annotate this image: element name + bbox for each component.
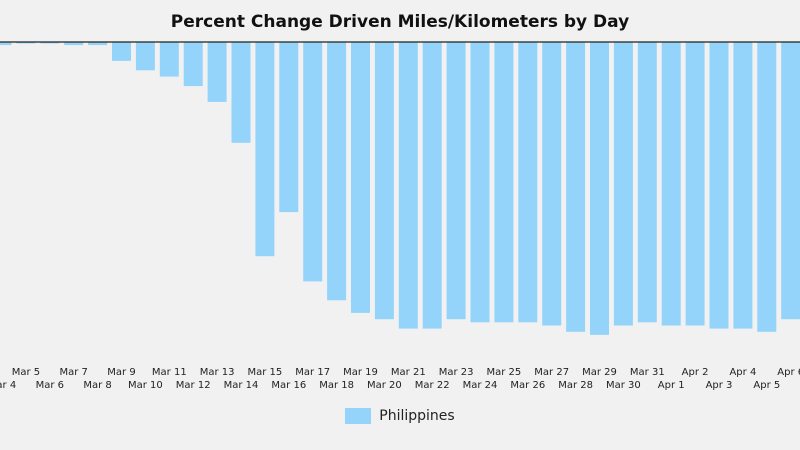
chart-title: Percent Change Driven Miles/Kilometers b… [170,12,630,32]
bar-apr-6 [781,42,800,320]
x-tick-label: Mar 6 [36,380,64,391]
bar-mar-18 [327,42,347,301]
x-tick-label: Mar 24 [463,380,498,391]
x-tick-label: Mar 10 [128,380,163,391]
bar-mar-5 [16,42,36,44]
x-tick-label: Mar 30 [606,380,641,391]
legend-swatch [345,408,372,424]
bar-mar-17 [303,42,323,282]
x-tick-label: Apr 2 [682,367,709,378]
bar-mar-27 [542,42,562,326]
x-tick-label: Mar 23 [439,367,474,378]
x-tick-label: Mar 5 [12,367,40,378]
x-tick-label: Mar 25 [487,367,522,378]
bar-apr-3 [709,42,729,329]
x-tick-label: Mar 18 [319,380,354,391]
x-tick-label: Mar 11 [152,367,187,378]
x-tick-label: Mar 8 [83,380,111,391]
bar-mar-29 [590,42,609,335]
bar-mar-4 [0,42,12,46]
bar-mar-20 [374,42,394,320]
x-tick-label: Mar 7 [59,367,87,378]
bar-mar-16 [279,42,299,213]
x-axis-tick-labels: Mar 4 Mar 5 Mar 6 Mar 7 Mar 8 Mar 9 Mar 10 Mar … [0,367,800,391]
bar-apr-5 [757,42,777,332]
x-tick-label: Apr 4 [729,367,756,378]
legend: Philippines [0,408,800,424]
x-tick-label: Mar 20 [367,380,402,391]
bar-mar-23 [446,42,466,320]
bar-mar-12 [183,42,203,87]
x-tick-label: Apr 5 [753,380,780,391]
x-tick-label: Apr 6 [777,367,800,378]
x-tick-label: Mar 4 [0,380,16,391]
x-tick-label: Mar 27 [534,367,569,378]
x-tick-label: Mar 22 [415,380,450,391]
x-tick-label: Mar 26 [510,380,545,391]
bar-mar-31 [637,42,657,323]
bar-mar-9 [112,42,131,61]
x-tick-label: Mar 9 [107,367,135,378]
x-tick-label: Mar 12 [176,380,211,391]
legend-label: Philippines [379,408,455,424]
bar-apr-1 [661,42,681,326]
x-tick-label: Mar 16 [271,380,306,391]
bar-mar-7 [64,42,84,46]
bar-mar-21 [398,42,418,329]
bars-layer [0,42,800,335]
x-tick-label: Mar 21 [391,367,426,378]
bar-apr-2 [685,42,705,326]
bar-mar-25 [494,42,514,323]
x-tick-label: Mar 13 [200,367,235,378]
x-tick-label: Apr 3 [706,380,733,391]
bar-mar-28 [566,42,586,332]
bar-mar-13 [207,42,227,102]
bar-mar-10 [135,42,155,71]
x-tick-label: Mar 31 [630,367,665,378]
bar-mar-24 [470,42,490,323]
bar-mar-6 [40,42,60,44]
x-tick-label: Mar 29 [582,367,617,378]
x-tick-label: Mar 14 [224,380,259,391]
x-tick-label: Mar 19 [343,367,378,378]
bar-mar-14 [231,42,251,143]
bar-mar-8 [88,42,108,46]
x-tick-label: Mar 28 [558,380,593,391]
bar-mar-22 [422,42,442,329]
bar-mar-19 [351,42,370,313]
bar-apr-4 [733,42,753,329]
bar-mar-30 [613,42,633,326]
bar-mar-26 [518,42,538,323]
bar-mar-15 [255,42,275,257]
x-tick-label: Mar 15 [248,367,283,378]
x-tick-label: Apr 1 [658,380,685,391]
x-tick-label: Mar 17 [295,367,330,378]
bar-mar-11 [159,42,179,77]
